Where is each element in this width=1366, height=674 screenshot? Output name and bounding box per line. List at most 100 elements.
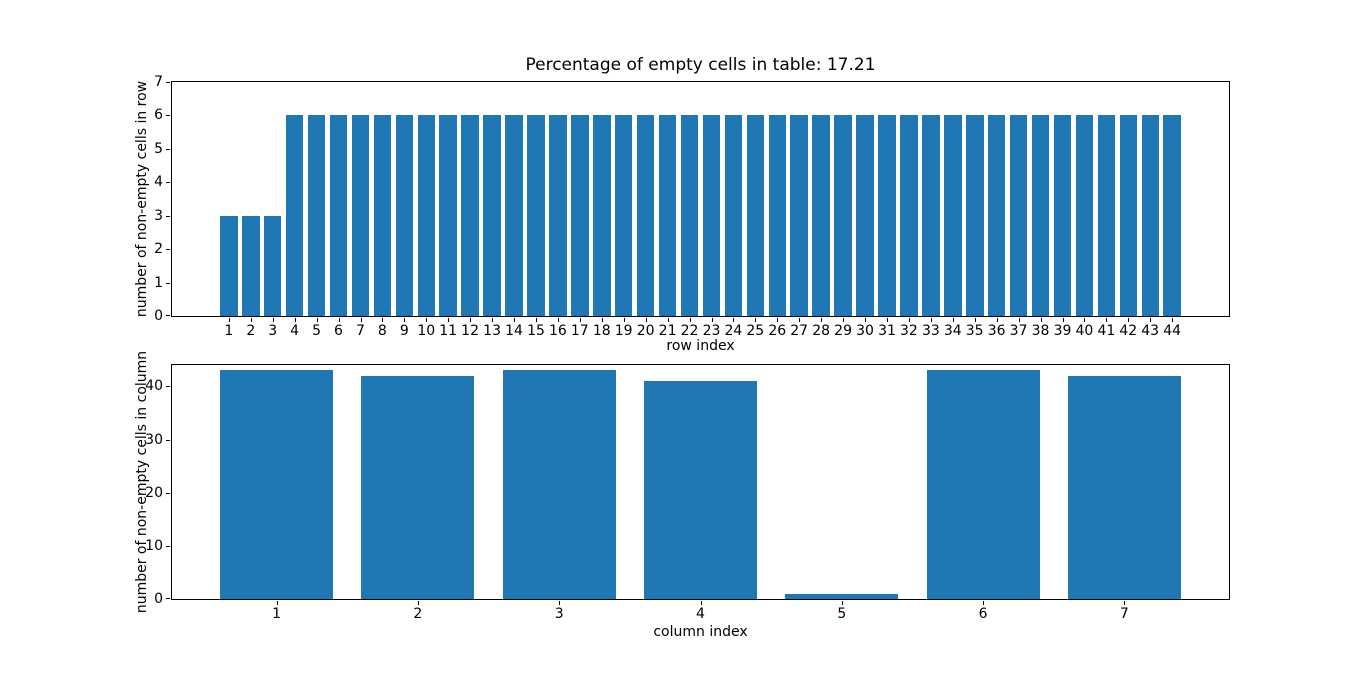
- x-tick-mark: [930, 318, 932, 322]
- bar-18: [593, 115, 611, 316]
- x-tick-mark: [841, 601, 843, 605]
- x-tick-mark: [448, 318, 450, 322]
- x-tick-label: 1: [224, 323, 234, 339]
- x-tick-mark: [996, 318, 998, 322]
- x-tick-label: 8: [377, 323, 387, 339]
- bar-35: [966, 115, 984, 316]
- x-tick-mark: [228, 318, 230, 322]
- x-tick-mark: [250, 318, 252, 322]
- x-tick-mark: [700, 601, 702, 605]
- bar-9: [395, 115, 414, 316]
- bar-43: [1141, 115, 1160, 316]
- bar-3: [263, 215, 282, 316]
- y-tick-label: 40: [145, 378, 163, 395]
- bar-39: [1053, 115, 1072, 316]
- x-tick-label: 6: [334, 323, 343, 339]
- x-tick-label: 18: [592, 323, 611, 339]
- x-tick-mark: [1106, 318, 1108, 322]
- x-tick-label: 3: [554, 606, 564, 622]
- bar-29: [834, 115, 852, 316]
- x-tick-label: 41: [1097, 323, 1116, 339]
- chart-title: Percentage of empty cells in table: 17.2…: [525, 55, 876, 75]
- x-tick-mark: [492, 318, 494, 322]
- x-tick-mark: [865, 318, 866, 322]
- bar-30: [856, 115, 874, 316]
- x-tick-mark: [645, 318, 647, 322]
- x-tick-mark: [887, 318, 888, 322]
- x-tick-label: 13: [483, 323, 502, 339]
- bar-7: [1067, 375, 1181, 599]
- x-tick-mark: [559, 601, 561, 605]
- x-tick-label: 12: [461, 323, 480, 339]
- y-tick-mark: [166, 492, 170, 494]
- y-tick-label: 0: [154, 308, 163, 324]
- bar-2: [361, 375, 475, 599]
- x-tick-mark: [711, 318, 713, 322]
- x-tick-label: 14: [505, 323, 523, 339]
- bar-2: [242, 215, 260, 316]
- bar-27: [790, 115, 808, 316]
- x-tick-mark: [579, 318, 581, 322]
- y-tick-mark: [166, 545, 170, 547]
- x-tick-mark: [360, 318, 362, 322]
- bar-33: [922, 115, 940, 316]
- x-tick-mark: [974, 318, 976, 322]
- y-tick-mark: [166, 386, 170, 388]
- bar-38: [1031, 115, 1050, 316]
- x-tick-label: 24: [724, 323, 743, 339]
- x-tick-label: 34: [943, 323, 962, 339]
- bar-14: [505, 115, 523, 316]
- x-tick-label: 3: [268, 323, 278, 339]
- x-tick-label: 1: [272, 606, 282, 622]
- x-tick-label: 35: [965, 323, 984, 339]
- bar-12: [461, 115, 479, 316]
- bar-8: [373, 115, 392, 316]
- x-tick-label: 28: [812, 323, 831, 339]
- x-tick-mark: [733, 318, 735, 322]
- x-tick-label: 32: [899, 323, 918, 339]
- y-tick-label: 30: [145, 431, 163, 448]
- y-tick-mark: [166, 315, 170, 316]
- x-tick-label: 44: [1163, 323, 1182, 339]
- x-tick-label: 16: [548, 323, 567, 339]
- x-tick-label: 11: [439, 323, 458, 339]
- x-tick-mark: [276, 601, 278, 605]
- row-chart-xlabel: row index: [666, 338, 735, 354]
- bar-15: [527, 115, 545, 316]
- bar-26: [768, 115, 787, 316]
- bar-19: [614, 115, 633, 316]
- bar-6: [329, 115, 348, 316]
- x-tick-mark: [777, 318, 779, 322]
- bar-16: [549, 115, 567, 316]
- bar-34: [944, 115, 962, 316]
- x-tick-label: 30: [856, 323, 874, 339]
- bar-1: [220, 370, 333, 599]
- x-tick-label: 23: [702, 323, 721, 339]
- x-tick-mark: [316, 318, 318, 322]
- x-tick-label: 7: [1119, 606, 1129, 622]
- x-tick-label: 2: [413, 606, 423, 622]
- x-tick-mark: [755, 318, 757, 322]
- x-tick-mark: [536, 318, 537, 322]
- x-tick-mark: [1172, 318, 1174, 322]
- x-tick-mark: [843, 318, 845, 322]
- x-tick-label: 40: [1075, 323, 1094, 339]
- y-tick-mark: [166, 282, 170, 284]
- x-tick-mark: [667, 318, 669, 322]
- y-tick-label: 4: [154, 174, 163, 191]
- x-tick-mark: [1062, 318, 1064, 322]
- bar-20: [636, 115, 655, 316]
- x-tick-mark: [426, 318, 428, 322]
- y-tick-label: 5: [154, 140, 163, 157]
- bar-25: [746, 115, 765, 316]
- bar-36: [987, 115, 1006, 316]
- x-tick-mark: [1128, 318, 1130, 322]
- x-tick-mark: [1124, 601, 1126, 605]
- x-tick-label: 38: [1031, 323, 1050, 339]
- x-tick-mark: [952, 318, 954, 322]
- x-tick-mark: [1018, 318, 1020, 322]
- x-tick-mark: [983, 601, 985, 605]
- y-tick-mark: [166, 182, 170, 184]
- bar-28: [812, 115, 830, 316]
